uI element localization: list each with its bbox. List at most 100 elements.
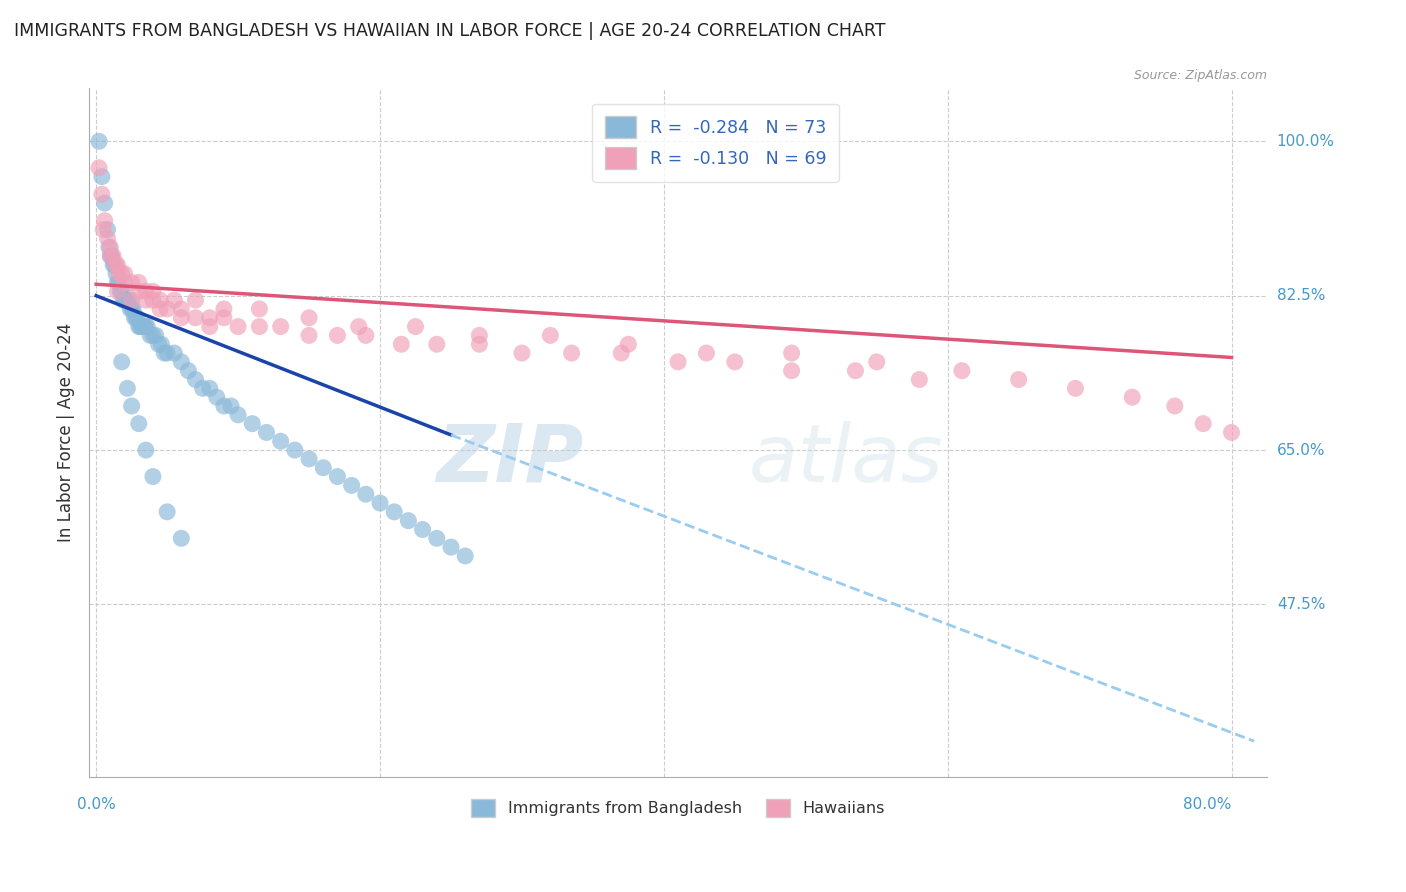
Point: [354, 328, 377, 343]
Point: [97, 240, 120, 254]
Point: [108, 267, 131, 281]
Point: [98, 249, 121, 263]
Point: [1164, 399, 1187, 413]
Point: [212, 310, 235, 325]
Point: [396, 514, 419, 528]
Point: [149, 293, 172, 307]
Point: [135, 319, 157, 334]
Point: [270, 434, 292, 449]
Point: [426, 531, 449, 545]
Point: [120, 301, 142, 316]
Text: 100.0%: 100.0%: [1277, 134, 1334, 149]
Point: [111, 285, 134, 299]
Point: [142, 469, 165, 483]
Point: [184, 310, 207, 325]
Point: [156, 346, 179, 360]
Point: [122, 301, 145, 316]
Text: Source: ZipAtlas.com: Source: ZipAtlas.com: [1135, 69, 1267, 81]
Point: [426, 337, 449, 351]
Point: [104, 258, 127, 272]
Point: [780, 364, 803, 378]
Point: [695, 346, 717, 360]
Point: [117, 293, 139, 307]
Point: [135, 285, 157, 299]
Text: 80.0%: 80.0%: [1184, 797, 1232, 813]
Point: [156, 505, 179, 519]
Text: 47.5%: 47.5%: [1277, 597, 1324, 612]
Point: [780, 346, 803, 360]
Point: [105, 258, 128, 272]
Point: [198, 310, 221, 325]
Point: [205, 390, 228, 404]
Point: [145, 328, 167, 343]
Point: [87, 134, 110, 148]
Point: [412, 523, 434, 537]
Point: [170, 355, 193, 369]
Point: [121, 276, 143, 290]
Point: [298, 328, 321, 343]
Point: [108, 276, 131, 290]
Point: [93, 213, 115, 227]
Point: [128, 276, 150, 290]
Point: [247, 301, 270, 316]
Point: [149, 301, 172, 316]
Point: [382, 505, 405, 519]
Point: [93, 196, 115, 211]
Point: [114, 276, 136, 290]
Point: [256, 425, 278, 440]
Point: [184, 293, 207, 307]
Text: 65.0%: 65.0%: [1277, 442, 1326, 458]
Point: [610, 346, 633, 360]
Point: [1192, 417, 1215, 431]
Point: [440, 540, 463, 554]
Point: [107, 285, 129, 299]
Point: [724, 355, 747, 369]
Point: [170, 310, 193, 325]
Point: [326, 469, 349, 483]
Point: [128, 417, 150, 431]
Point: [96, 222, 118, 236]
Point: [135, 443, 157, 458]
Point: [111, 267, 134, 281]
Point: [240, 417, 263, 431]
Point: [347, 319, 370, 334]
Point: [312, 460, 335, 475]
Point: [128, 285, 150, 299]
Point: [844, 364, 866, 378]
Point: [284, 443, 307, 458]
Text: 82.5%: 82.5%: [1277, 288, 1324, 303]
Point: [1121, 390, 1143, 404]
Point: [177, 364, 200, 378]
Text: IMMIGRANTS FROM BANGLADESH VS HAWAIIAN IN LABOR FORCE | AGE 20-24 CORRELATION CH: IMMIGRANTS FROM BANGLADESH VS HAWAIIAN I…: [14, 22, 886, 40]
Point: [198, 381, 221, 395]
Text: 0.0%: 0.0%: [77, 797, 115, 813]
Point: [115, 293, 138, 307]
Point: [617, 337, 640, 351]
Point: [561, 346, 583, 360]
Point: [389, 337, 412, 351]
Point: [117, 381, 139, 395]
Point: [247, 319, 270, 334]
Text: atlas: atlas: [749, 421, 943, 499]
Point: [150, 337, 173, 351]
Point: [298, 451, 321, 466]
Point: [142, 285, 165, 299]
Point: [510, 346, 533, 360]
Point: [148, 337, 170, 351]
Point: [219, 399, 242, 413]
Point: [170, 531, 193, 545]
Point: [110, 285, 132, 299]
Point: [118, 293, 141, 307]
Point: [112, 293, 135, 307]
Point: [136, 319, 159, 334]
Point: [354, 487, 377, 501]
Point: [1008, 372, 1031, 386]
Point: [87, 161, 110, 175]
Point: [100, 249, 122, 263]
Point: [114, 293, 136, 307]
Point: [139, 328, 162, 343]
Point: [135, 293, 157, 307]
Point: [127, 310, 149, 325]
Point: [191, 381, 214, 395]
Point: [405, 319, 427, 334]
